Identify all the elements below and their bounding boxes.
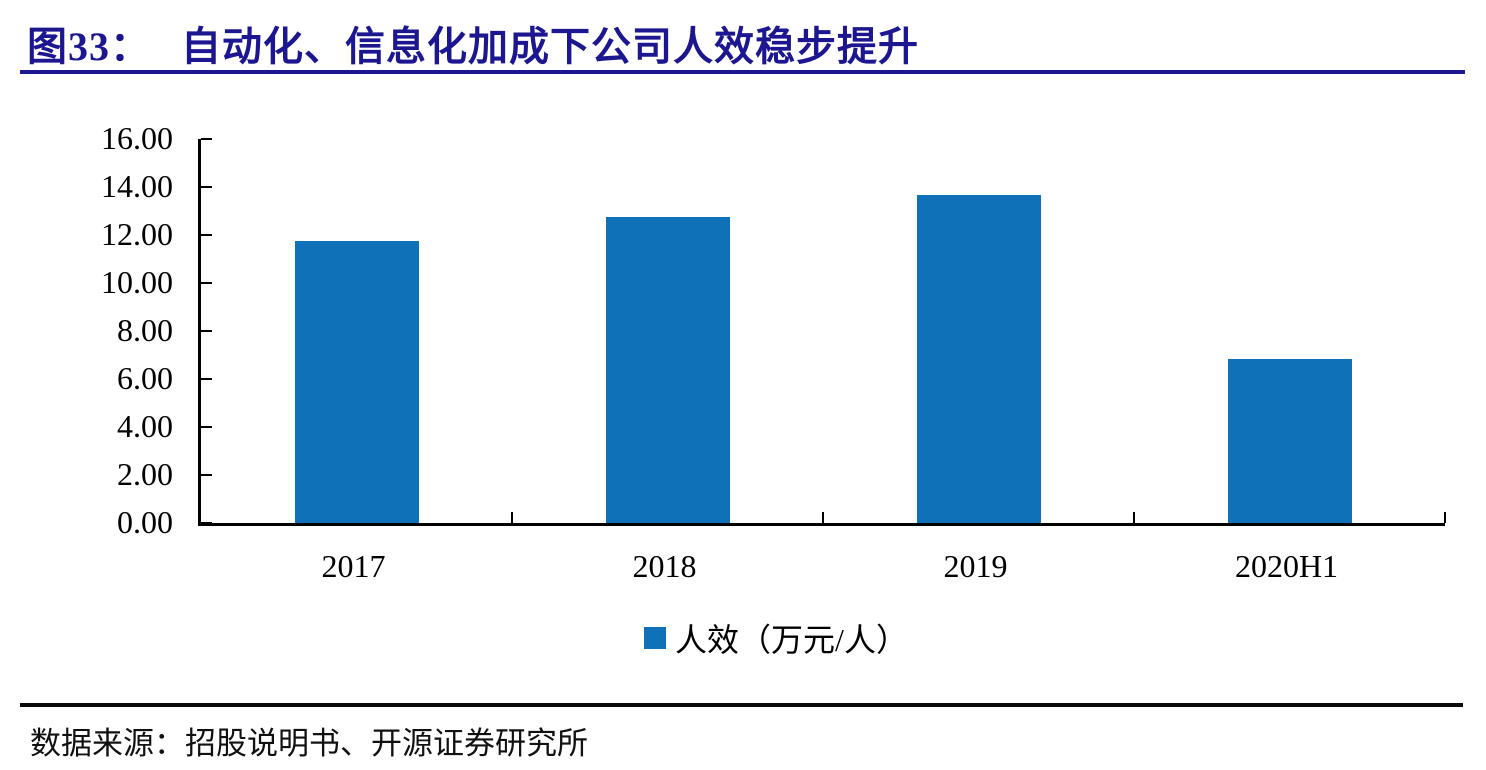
x-tick-mark <box>511 512 513 523</box>
y-tick-label: 10.00 <box>101 263 173 300</box>
legend-label: 人效（万元/人） <box>675 622 908 658</box>
chart-legend: 人效（万元/人） <box>198 615 1442 661</box>
figure-number-label: 图33： <box>27 24 151 69</box>
y-tick-label: 2.00 <box>117 455 173 492</box>
bar-2020H1 <box>1227 359 1352 523</box>
x-tick-label-2019: 2019 <box>943 548 1008 584</box>
bar-2018 <box>605 217 730 523</box>
y-tick-mark <box>201 474 212 476</box>
x-tick-label-2017: 2017 <box>321 548 386 584</box>
y-tick-label: 4.00 <box>117 407 173 444</box>
y-tick-mark <box>201 330 212 332</box>
y-tick-mark <box>201 378 212 380</box>
x-tick-label-2018: 2018 <box>632 548 697 584</box>
y-tick-mark <box>201 186 212 188</box>
y-tick-label: 16.00 <box>101 119 173 156</box>
y-tick-mark <box>201 234 212 236</box>
y-tick-label: 12.00 <box>101 215 173 252</box>
y-tick-mark <box>201 522 212 524</box>
x-tick-mark <box>822 512 824 523</box>
bar-2019 <box>916 194 1041 523</box>
footer-divider-line <box>20 703 1463 707</box>
legend-item: 人效（万元/人） <box>644 615 908 661</box>
y-tick-mark <box>201 282 212 284</box>
plot-area <box>198 138 1446 526</box>
data-source-text: 数据来源：招股说明书、开源证券研究所 <box>30 726 588 761</box>
x-tick-label-2020H1: 2020H1 <box>1234 548 1339 584</box>
x-axis-labels: 2017 2018 2019 2020H1 <box>198 548 1442 590</box>
y-tick-label: 14.00 <box>101 167 173 204</box>
bar-2017 <box>294 240 419 523</box>
figure-title: 图33： 自动化、信息化加成下公司人效稳步提升 <box>27 14 919 72</box>
y-tick-mark <box>201 138 212 140</box>
legend-swatch-icon <box>644 627 667 649</box>
y-tick-label: 6.00 <box>117 359 173 396</box>
y-tick-label: 0.00 <box>117 503 173 540</box>
y-tick-label: 8.00 <box>117 311 173 348</box>
x-tick-mark <box>1444 512 1446 523</box>
title-divider-line <box>20 70 1465 74</box>
figure-title-text: 自动化、信息化加成下公司人效稳步提升 <box>181 24 919 69</box>
y-axis-labels: 16.00 14.00 12.00 10.00 8.00 6.00 4.00 2.00 0.00 <box>55 120 173 540</box>
y-tick-mark <box>201 426 212 428</box>
x-tick-mark <box>1133 512 1135 523</box>
